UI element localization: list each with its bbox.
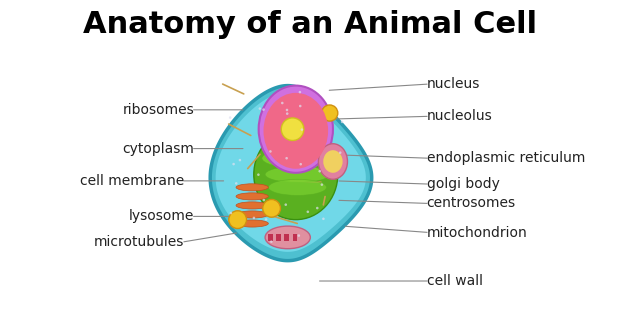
Ellipse shape (265, 226, 310, 249)
Ellipse shape (323, 150, 342, 173)
Ellipse shape (339, 151, 342, 154)
Text: cell wall: cell wall (426, 274, 483, 288)
Text: golgi body: golgi body (426, 177, 500, 191)
Polygon shape (210, 86, 372, 261)
Ellipse shape (270, 240, 273, 243)
Ellipse shape (316, 207, 319, 209)
Ellipse shape (262, 199, 265, 201)
Ellipse shape (254, 129, 338, 220)
Text: nucleolus: nucleolus (426, 109, 493, 123)
Ellipse shape (262, 149, 333, 168)
Ellipse shape (264, 93, 328, 169)
Ellipse shape (236, 184, 269, 191)
Text: endoplasmic reticulum: endoplasmic reticulum (426, 151, 585, 165)
Polygon shape (277, 234, 281, 241)
Ellipse shape (262, 108, 265, 111)
Ellipse shape (232, 163, 235, 165)
Ellipse shape (285, 109, 289, 111)
Ellipse shape (235, 182, 238, 185)
Ellipse shape (341, 120, 344, 123)
Text: lysosome: lysosome (129, 209, 194, 224)
Ellipse shape (299, 91, 301, 93)
Text: mitochondrion: mitochondrion (426, 225, 527, 240)
Ellipse shape (319, 170, 321, 172)
Text: nucleus: nucleus (426, 77, 480, 91)
Polygon shape (284, 234, 289, 241)
Text: cytoplasm: cytoplasm (122, 141, 194, 156)
Ellipse shape (299, 105, 302, 107)
Ellipse shape (239, 159, 241, 162)
Ellipse shape (269, 150, 272, 153)
Text: microtubules: microtubules (94, 235, 185, 249)
Ellipse shape (236, 220, 269, 227)
Text: ribosomes: ribosomes (122, 103, 194, 117)
Ellipse shape (259, 86, 333, 173)
Ellipse shape (236, 211, 269, 218)
Ellipse shape (281, 118, 304, 141)
Ellipse shape (300, 128, 303, 131)
Ellipse shape (284, 203, 287, 206)
Ellipse shape (285, 157, 288, 160)
Ellipse shape (319, 144, 347, 179)
Ellipse shape (257, 173, 260, 176)
Ellipse shape (228, 211, 247, 229)
Ellipse shape (265, 166, 330, 182)
Polygon shape (215, 92, 366, 252)
Polygon shape (292, 234, 297, 241)
Ellipse shape (263, 200, 280, 217)
Ellipse shape (299, 163, 302, 165)
Ellipse shape (322, 217, 325, 220)
Text: centrosomes: centrosomes (426, 196, 516, 211)
Ellipse shape (297, 234, 300, 237)
Text: cell membrane: cell membrane (80, 174, 185, 188)
Ellipse shape (286, 112, 289, 115)
Ellipse shape (307, 211, 309, 213)
Ellipse shape (265, 218, 267, 221)
Ellipse shape (236, 193, 269, 200)
Ellipse shape (230, 212, 232, 214)
Ellipse shape (281, 102, 284, 104)
Polygon shape (269, 234, 273, 241)
Ellipse shape (253, 217, 255, 219)
Ellipse shape (322, 105, 338, 121)
Ellipse shape (269, 179, 327, 195)
Ellipse shape (236, 202, 269, 209)
Ellipse shape (229, 116, 232, 119)
Ellipse shape (259, 107, 261, 110)
Ellipse shape (321, 183, 323, 186)
Text: Anatomy of an Animal Cell: Anatomy of an Animal Cell (83, 10, 537, 39)
